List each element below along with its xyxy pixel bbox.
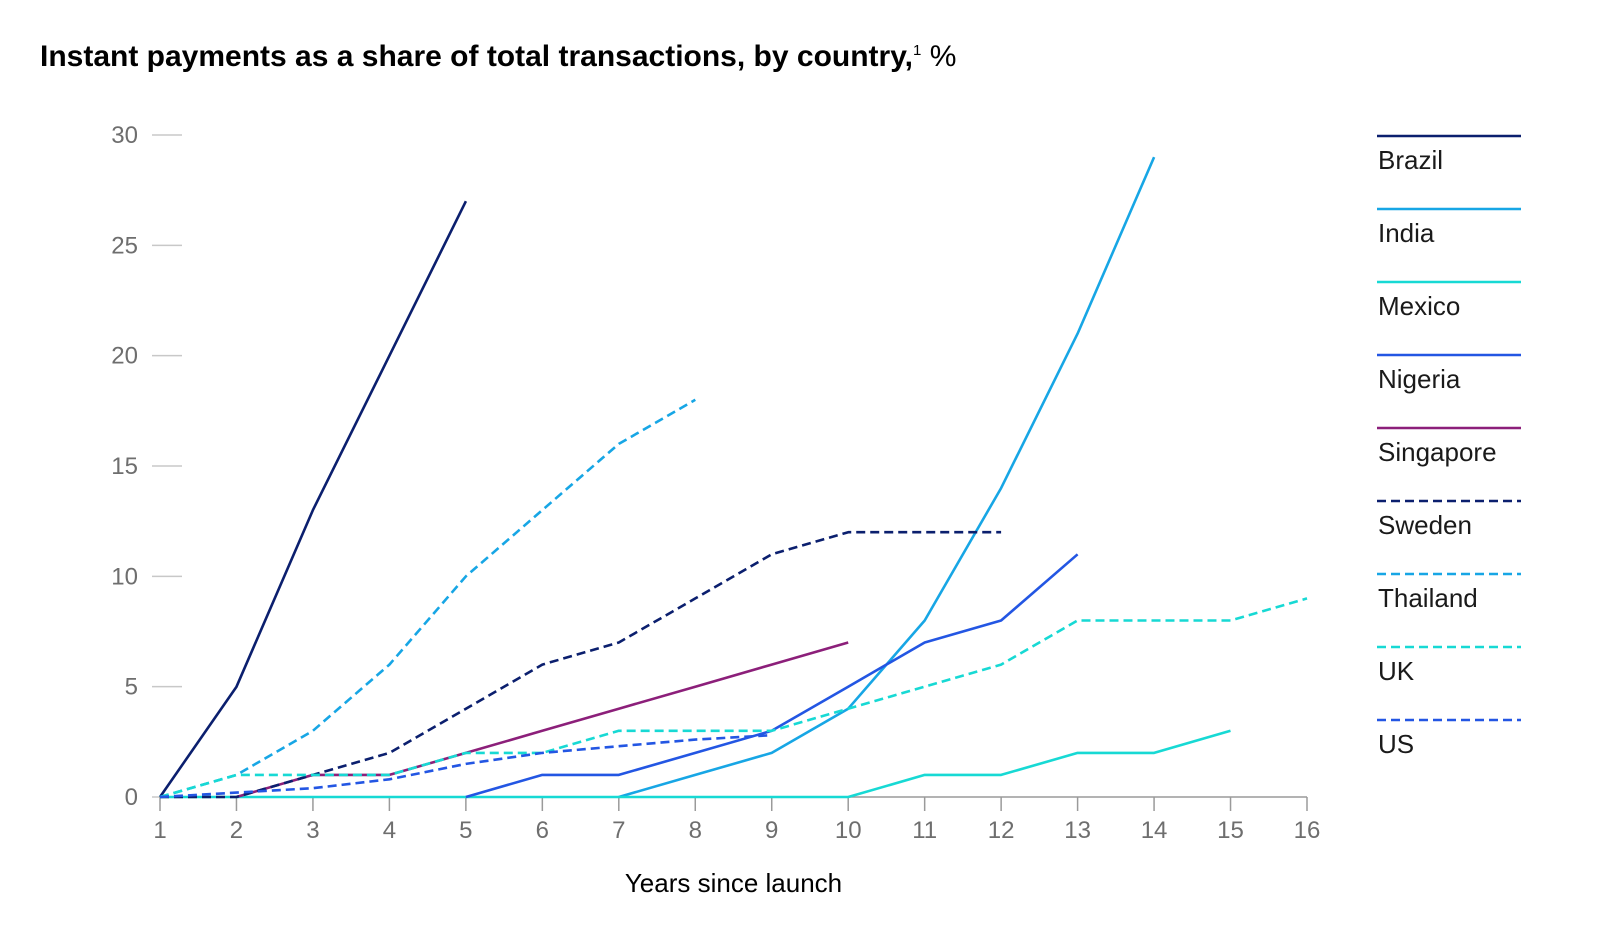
x-axis: 1 2 3 4 5 6 7 8 9 10 11 12 13 14 15 16 [153, 796, 1321, 844]
series-line-singapore [236, 641, 849, 799]
y-tick-label-30: 30 [111, 122, 138, 149]
y-axis: 0 5 10 15 20 25 30 [111, 122, 182, 811]
x-tick-label-2: 2 [230, 817, 243, 844]
legend-label-brazil: Brazil [1378, 145, 1443, 175]
legend-label-thailand: Thailand [1378, 583, 1478, 613]
legend-label-mexico: Mexico [1378, 291, 1460, 321]
series-line-india [618, 156, 1156, 799]
y-tick-label-15: 15 [111, 453, 138, 480]
x-tick-label-14: 14 [1141, 817, 1168, 844]
x-tick-label-11: 11 [912, 817, 937, 844]
legend-label-singapore: Singapore [1378, 437, 1497, 467]
title-unit: % [929, 40, 957, 73]
x-tick-label-12: 12 [988, 817, 1015, 844]
title-footnote: 1 [913, 42, 922, 59]
legend-label-sweden: Sweden [1378, 510, 1472, 540]
x-tick-label-4: 4 [383, 817, 396, 844]
series-line-nigeria [465, 553, 1079, 799]
x-axis-title: Years since launch [625, 868, 842, 898]
x-tick-label-6: 6 [536, 817, 549, 844]
x-tick-label-9: 9 [765, 817, 778, 844]
legend: Brazil India Mexico Nigeria Singapore Sweden T… [1377, 134, 1521, 759]
x-tick-label-1: 1 [153, 817, 166, 844]
y-tick-label-0: 0 [125, 784, 138, 811]
x-tick-label-5: 5 [459, 817, 472, 844]
y-tick-label-25: 25 [111, 232, 138, 259]
y-tick-label-10: 10 [111, 563, 138, 590]
series-line-sweden [160, 530, 1002, 799]
y-tick-label-5: 5 [125, 674, 138, 701]
x-tick-label-8: 8 [689, 817, 702, 844]
series-group [158, 156, 1308, 799]
x-tick-label-13: 13 [1064, 817, 1091, 844]
series-line-uk [159, 597, 1308, 799]
x-tick-label-10: 10 [835, 817, 862, 844]
x-tick-label-3: 3 [306, 817, 319, 844]
series-line-thailand [159, 398, 696, 799]
series-line-brazil [158, 200, 468, 798]
legend-label-india: India [1378, 218, 1435, 248]
series-line-mexico [160, 729, 1231, 799]
y-tick-label-20: 20 [111, 343, 138, 370]
chart-title: Instant payments as a share of total tra… [40, 40, 956, 74]
legend-label-uk: UK [1378, 656, 1415, 686]
x-tick-label-7: 7 [612, 817, 625, 844]
x-tick-label-16: 16 [1294, 817, 1321, 844]
x-tick-label-15: 15 [1217, 817, 1244, 844]
legend-label-us: US [1378, 729, 1414, 759]
series-line-us [159, 733, 772, 799]
legend-label-nigeria: Nigeria [1378, 364, 1461, 394]
chart-title-text: Instant payments as a share of total tra… [40, 40, 914, 73]
